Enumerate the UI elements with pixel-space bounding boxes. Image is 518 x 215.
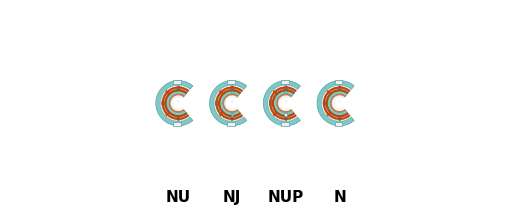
Wedge shape (276, 94, 292, 113)
Wedge shape (177, 100, 180, 103)
FancyBboxPatch shape (227, 80, 235, 84)
Wedge shape (215, 87, 243, 120)
Wedge shape (169, 94, 184, 113)
Wedge shape (214, 85, 244, 121)
FancyBboxPatch shape (281, 80, 289, 84)
Wedge shape (327, 91, 348, 116)
Ellipse shape (338, 116, 341, 121)
Wedge shape (223, 94, 238, 113)
Wedge shape (156, 81, 193, 126)
Wedge shape (274, 91, 294, 116)
FancyBboxPatch shape (231, 113, 234, 116)
Wedge shape (317, 81, 354, 126)
Ellipse shape (177, 116, 180, 121)
Text: NJ: NJ (223, 190, 241, 205)
Wedge shape (268, 85, 297, 121)
Text: NUP: NUP (268, 190, 304, 205)
Wedge shape (322, 85, 351, 121)
Wedge shape (330, 94, 346, 113)
Wedge shape (162, 87, 189, 120)
Ellipse shape (231, 116, 234, 121)
Wedge shape (323, 87, 350, 120)
FancyBboxPatch shape (335, 80, 342, 84)
Ellipse shape (285, 118, 286, 119)
Text: N: N (333, 190, 346, 205)
Ellipse shape (215, 101, 218, 106)
Ellipse shape (178, 87, 179, 88)
Wedge shape (166, 91, 186, 116)
Ellipse shape (178, 118, 179, 119)
FancyBboxPatch shape (281, 122, 289, 126)
Wedge shape (224, 95, 237, 111)
Ellipse shape (339, 118, 340, 119)
Wedge shape (338, 100, 341, 103)
FancyBboxPatch shape (231, 91, 234, 93)
Wedge shape (231, 100, 234, 103)
Wedge shape (332, 95, 344, 111)
Wedge shape (278, 95, 291, 111)
Wedge shape (160, 85, 190, 121)
Wedge shape (170, 95, 183, 111)
Wedge shape (263, 81, 300, 126)
Text: NU: NU (166, 190, 191, 205)
FancyBboxPatch shape (335, 122, 342, 126)
Wedge shape (210, 81, 247, 126)
Wedge shape (332, 95, 344, 111)
Wedge shape (218, 89, 241, 117)
Ellipse shape (339, 87, 340, 88)
Wedge shape (326, 89, 349, 117)
Ellipse shape (177, 86, 180, 90)
FancyBboxPatch shape (227, 122, 235, 126)
Wedge shape (284, 100, 287, 103)
FancyBboxPatch shape (174, 122, 181, 126)
Wedge shape (269, 87, 296, 120)
Ellipse shape (338, 86, 341, 90)
Wedge shape (170, 95, 183, 111)
FancyBboxPatch shape (174, 80, 181, 84)
Ellipse shape (284, 86, 287, 90)
Wedge shape (278, 95, 291, 111)
Ellipse shape (323, 101, 326, 106)
Wedge shape (272, 89, 295, 117)
FancyBboxPatch shape (284, 113, 287, 116)
Ellipse shape (162, 101, 164, 106)
FancyBboxPatch shape (284, 91, 287, 93)
Ellipse shape (270, 102, 271, 104)
Ellipse shape (269, 101, 272, 106)
Ellipse shape (231, 86, 234, 90)
Ellipse shape (285, 87, 286, 88)
Ellipse shape (284, 116, 287, 121)
Wedge shape (164, 89, 188, 117)
Wedge shape (220, 91, 240, 116)
Wedge shape (224, 95, 237, 111)
